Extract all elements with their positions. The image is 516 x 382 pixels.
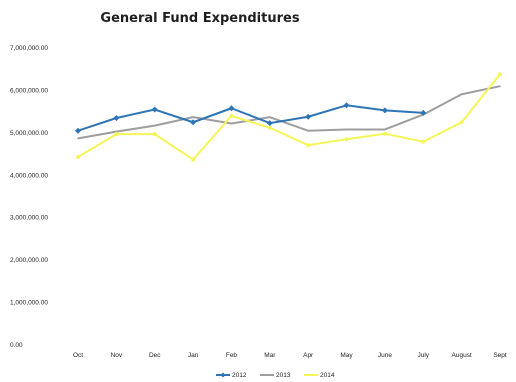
x-tick-label: July xyxy=(417,352,429,359)
legend-label: 2013 xyxy=(276,372,291,379)
data-point-2014 xyxy=(76,155,80,160)
y-tick-label: 6,000,000.00 xyxy=(10,87,48,94)
series-2012 xyxy=(75,102,427,134)
y-tick-label: 1,000,000.00 xyxy=(10,300,48,307)
data-point-2013 xyxy=(115,130,118,133)
data-point-2012 xyxy=(228,105,235,112)
data-point-2014 xyxy=(344,137,349,142)
legend: 2012 2013 2014 xyxy=(216,372,335,379)
x-tick-label: June xyxy=(378,352,392,359)
x-tick-label: Apr xyxy=(303,352,314,359)
data-point-2012 xyxy=(113,115,120,122)
legend-item-2014: 2014 xyxy=(304,372,335,379)
data-point-2012 xyxy=(190,119,197,126)
data-point-2012 xyxy=(305,113,312,120)
y-tick-label: 5,000,000.00 xyxy=(10,130,48,137)
x-tick-label: Oct xyxy=(73,352,83,359)
legend-label: 2014 xyxy=(320,372,335,379)
data-point-2012 xyxy=(420,109,427,116)
data-point-2013 xyxy=(269,116,271,118)
x-tick-label: Feb xyxy=(226,352,238,359)
data-point-2013 xyxy=(77,137,79,140)
series-line-2013 xyxy=(77,85,501,140)
y-tick-label: 4,000,000.00 xyxy=(10,172,48,179)
legend-item-2012: 2012 xyxy=(216,372,247,379)
data-point-2012 xyxy=(381,107,388,114)
data-point-2013 xyxy=(345,128,348,131)
data-point-2013 xyxy=(460,93,463,96)
legend-item-2013: 2013 xyxy=(260,372,291,379)
data-point-2013 xyxy=(499,85,501,87)
x-tick-label: Jan xyxy=(188,352,199,359)
data-point-2014 xyxy=(421,139,426,144)
series-2014 xyxy=(76,72,502,162)
x-tick-label: Nov xyxy=(111,352,123,359)
data-point-2014 xyxy=(229,113,234,118)
data-point-2012 xyxy=(343,102,350,109)
x-tick-label: Sept xyxy=(493,352,507,359)
data-point-2014 xyxy=(382,131,387,136)
x-axis-ticks: Oct Nov Dec Jan Feb Mar Apr May June July August Se… xyxy=(73,352,507,359)
data-point-2013 xyxy=(192,116,194,118)
y-axis-ticks: 7,000,000.00 6,000,000.00 5,000,000.00 4,00… xyxy=(10,45,48,349)
data-point-2012 xyxy=(75,127,81,134)
y-tick-label: 2,000,000.00 xyxy=(10,257,48,264)
legend-label: 2012 xyxy=(232,372,247,379)
chart-title: General Fund Expenditures xyxy=(100,11,299,26)
y-tick-label: 0.00 xyxy=(10,342,23,349)
data-point-2012 xyxy=(151,106,158,113)
data-point-2012 xyxy=(266,120,273,127)
data-point-2014 xyxy=(306,143,311,148)
data-point-2014 xyxy=(459,120,464,125)
data-point-2014 xyxy=(267,125,272,130)
x-tick-label: August xyxy=(452,352,472,359)
legend-marker xyxy=(220,372,226,378)
series-line-2012 xyxy=(77,104,424,132)
series-layer xyxy=(75,72,502,162)
y-tick-label: 7,000,000.00 xyxy=(10,45,48,52)
data-point-2013 xyxy=(153,124,156,127)
data-point-2014 xyxy=(498,72,502,77)
y-tick-label: 3,000,000.00 xyxy=(10,215,48,222)
data-point-2013 xyxy=(384,128,386,131)
data-point-2013 xyxy=(307,129,309,132)
x-tick-label: Dec xyxy=(149,352,161,359)
data-point-2014 xyxy=(191,157,196,162)
series-line-2014 xyxy=(77,73,501,161)
data-point-2014 xyxy=(114,132,119,137)
data-point-2013 xyxy=(230,122,233,125)
x-tick-label: Mar xyxy=(264,352,276,359)
x-tick-label: May xyxy=(340,352,353,359)
data-point-2014 xyxy=(152,132,157,137)
